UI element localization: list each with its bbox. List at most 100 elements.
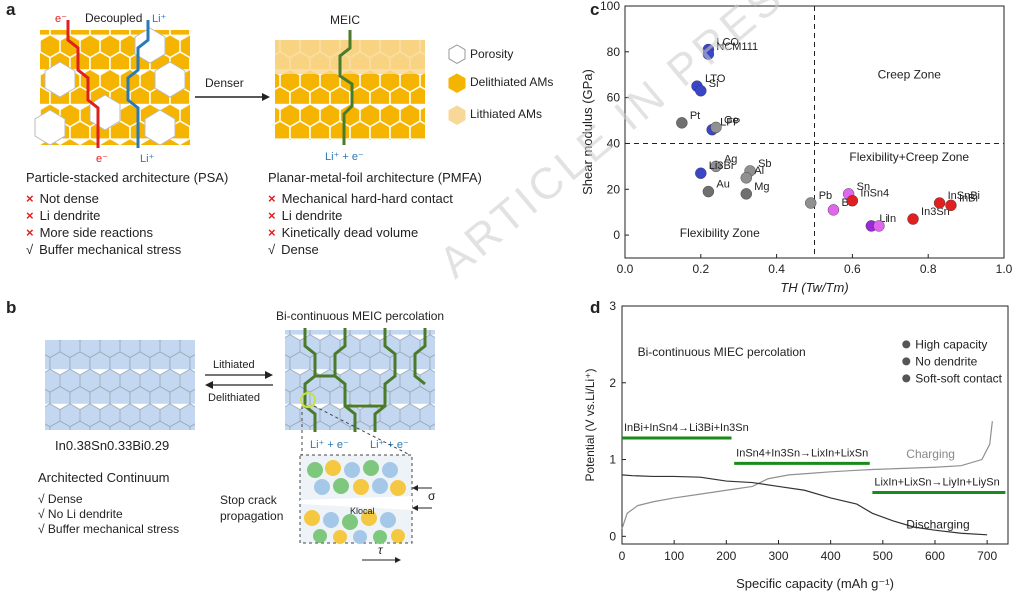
point-label: Sb: [758, 158, 771, 170]
point-label: InSnBi: [948, 190, 980, 202]
legend-entry: No dendrite: [915, 354, 977, 368]
stop-crack-label: Stop crack propagation: [220, 493, 284, 523]
zone-label: Flexibility Zone: [680, 226, 760, 240]
plateau-label: InSn4+In3Sn→LixIn+LixSn: [736, 447, 868, 459]
y-tick-label: 40: [607, 136, 621, 150]
point-label: Li3Bi: [709, 160, 733, 172]
data-point: [710, 121, 722, 134]
particle-cluster: [304, 460, 406, 544]
zone-label: Flexibility+Creep Zone: [849, 150, 969, 164]
y-tick-label: 0: [609, 529, 616, 543]
y-tick-label: 20: [607, 182, 621, 196]
pmfa-title: Planar-metal-foil architecture (PMFA): [268, 170, 482, 185]
meic-honeycomb: [285, 330, 435, 430]
zone-label: Creep Zone: [878, 68, 942, 82]
x-axis-label: Specific capacity (mAh g⁻¹): [736, 576, 894, 591]
alloy-formula: In0.38Sn0.33Bi0.29: [55, 438, 169, 453]
point-label: Si: [709, 78, 719, 90]
plot-frame: [621, 305, 1009, 545]
legend-entry: Soft-soft contact: [915, 371, 1002, 385]
data-point: [710, 160, 722, 173]
pmfa-flow-label: Li⁺ + e⁻: [325, 151, 364, 163]
data-point: [702, 185, 715, 198]
panel-a-figure: Decoupled e⁻ Li⁺ e⁻ Li⁺ Denser MEIC Li⁺ …: [34, 11, 553, 165]
x-tick-label: 0.4: [768, 262, 785, 276]
meic-label: MEIC: [330, 13, 360, 27]
legend-porosity-icon: [448, 44, 466, 64]
data-point: [740, 188, 752, 200]
point-label: Al: [754, 165, 764, 177]
data-point: [907, 213, 919, 225]
point-label: Pt: [690, 110, 700, 122]
pmfa-honeycomb: [275, 30, 425, 145]
curve-discharging: [621, 474, 988, 536]
denser-label: Denser: [205, 76, 244, 90]
point-label: InSn4: [860, 188, 889, 200]
percolation-label: Bi-continuous MEIC percolation: [276, 309, 444, 323]
point-label: LTO: [705, 73, 726, 85]
alloy-honeycomb: [45, 340, 195, 430]
psa-li-bottom: Li⁺: [140, 153, 155, 165]
y-axis-label: Potential (V vs.Li/Li⁺): [583, 368, 597, 481]
x-tick-label: 100: [664, 549, 684, 563]
legend-delithiated-icon: [448, 73, 466, 93]
point-label: Li: [879, 213, 888, 225]
point-label: Sn: [857, 181, 870, 193]
data-point: [702, 48, 715, 60]
point-label: Mg: [754, 181, 769, 193]
point-label: LCO: [716, 37, 739, 49]
x-tick-label: 0: [619, 549, 626, 563]
psa-e-top: e⁻: [55, 13, 67, 25]
point-label: NCM111: [716, 41, 758, 53]
psa-li-top: Li⁺: [152, 13, 167, 25]
panel-c-label: c: [590, 0, 600, 19]
klocal-label: Klocal: [350, 506, 375, 516]
x-tick-label: 200: [716, 549, 736, 563]
panel-b-label: b: [6, 298, 17, 317]
delithiated-label: Delithiated: [208, 392, 260, 404]
legend-dot: [902, 340, 911, 349]
data-point: [740, 172, 752, 184]
y-tick-label: 0: [613, 228, 620, 242]
data-point: [933, 197, 946, 209]
plateau-label: InBi+InSn4→Li3Bi+In3Sn: [624, 422, 749, 434]
point-label: Bi: [841, 197, 851, 209]
point-label: Au: [716, 179, 729, 191]
panel-c-chart: 0.0 0.2 0.4 0.6 0.8 1.0 0 20 40 60 80 100 Creep Zone…: [580, 0, 1013, 295]
x-tick-label: 600: [925, 549, 945, 563]
data-point: [805, 197, 817, 209]
x-tick-label: 0.6: [844, 262, 861, 276]
x-tick-label: 1.0: [996, 262, 1013, 276]
y-tick-label: 3: [609, 299, 616, 313]
point-label: LFP: [720, 117, 740, 129]
pmfa-list: × Mechanical hard-hard contact × Li dendri…: [268, 191, 453, 257]
x-tick-label: 700: [977, 549, 997, 563]
sigma-label: σ: [428, 489, 436, 503]
y-axis-label: Shear modulus (GPa): [580, 69, 595, 195]
data-point: [676, 117, 688, 129]
x-axis-label: TH (Tw/Tm): [780, 280, 848, 295]
psa-honeycomb: [34, 20, 190, 148]
tau-label: τ: [378, 543, 384, 557]
legend-dot: [902, 357, 911, 366]
legend-dot: [902, 374, 911, 383]
data-point: [695, 167, 707, 179]
series-label: Charging: [906, 447, 955, 461]
point-label: Ag: [724, 153, 737, 165]
data-point: [695, 85, 707, 97]
y-tick-label: 100: [600, 0, 620, 13]
x-tick-label: 500: [873, 549, 893, 563]
legend-entry: High capacity: [915, 337, 987, 351]
legend-lithiated-icon: [448, 105, 466, 125]
panel-a-label: a: [6, 0, 16, 19]
point-label: Ge: [724, 114, 739, 126]
data-point: [846, 195, 859, 207]
panel-d-label: d: [590, 298, 601, 317]
x-tick-label: 400: [821, 549, 841, 563]
psa-decoupled-text: Decoupled: [85, 11, 142, 25]
data-point: [873, 220, 885, 232]
data-point: [945, 199, 957, 212]
psa-e-bottom: e⁻: [96, 153, 108, 165]
x-tick-label: 0.8: [920, 262, 937, 276]
y-tick-label: 1: [609, 453, 616, 467]
